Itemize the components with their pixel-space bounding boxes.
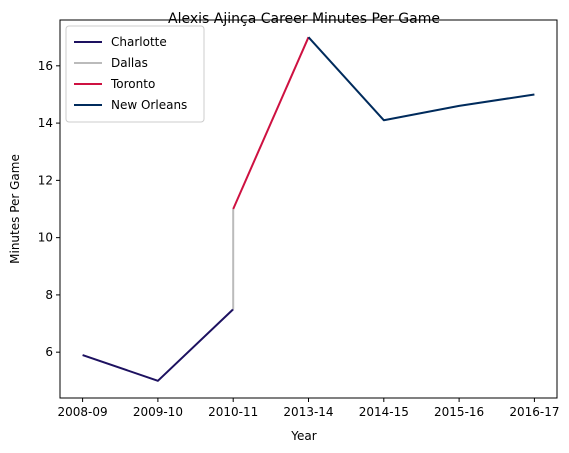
- legend-label: Toronto: [110, 77, 155, 91]
- chart-title: Alexis Ajinça Career Minutes Per Game: [168, 11, 440, 27]
- x-tick-label: 2010-11: [208, 405, 258, 419]
- x-tick-label: 2016-17: [509, 405, 559, 419]
- y-tick-label: 10: [38, 231, 53, 245]
- x-tick-label: 2015-16: [434, 405, 484, 419]
- x-tick-label: 2009-10: [133, 405, 183, 419]
- x-tick-label: 2008-09: [58, 405, 108, 419]
- x-axis: 2008-09 2009-10 2010-11 2013-14 2014-15 2015-…: [58, 398, 560, 419]
- y-tick-label: 12: [38, 173, 53, 187]
- y-tick-label: 14: [38, 116, 53, 130]
- series-line-new-orleans: [309, 37, 535, 120]
- y-tick-label: 6: [45, 345, 53, 359]
- y-tick-label: 16: [38, 59, 53, 73]
- legend-label: New Orleans: [111, 98, 187, 112]
- x-tick-label: 2014-15: [359, 405, 409, 419]
- legend-label: Dallas: [111, 56, 148, 70]
- y-axis-label: Minutes Per Game: [8, 154, 22, 264]
- y-tick-label: 8: [45, 288, 53, 302]
- legend: Charlotte Dallas Toronto New Orleans: [66, 26, 204, 122]
- legend-label: Charlotte: [111, 35, 167, 49]
- x-tick-label: 2013-14: [283, 405, 333, 419]
- series-line-charlotte: [83, 309, 234, 381]
- x-axis-label: Year: [290, 429, 316, 443]
- y-axis: 6 8 10 12 14 16: [38, 59, 60, 359]
- series-line-toronto: [233, 37, 308, 209]
